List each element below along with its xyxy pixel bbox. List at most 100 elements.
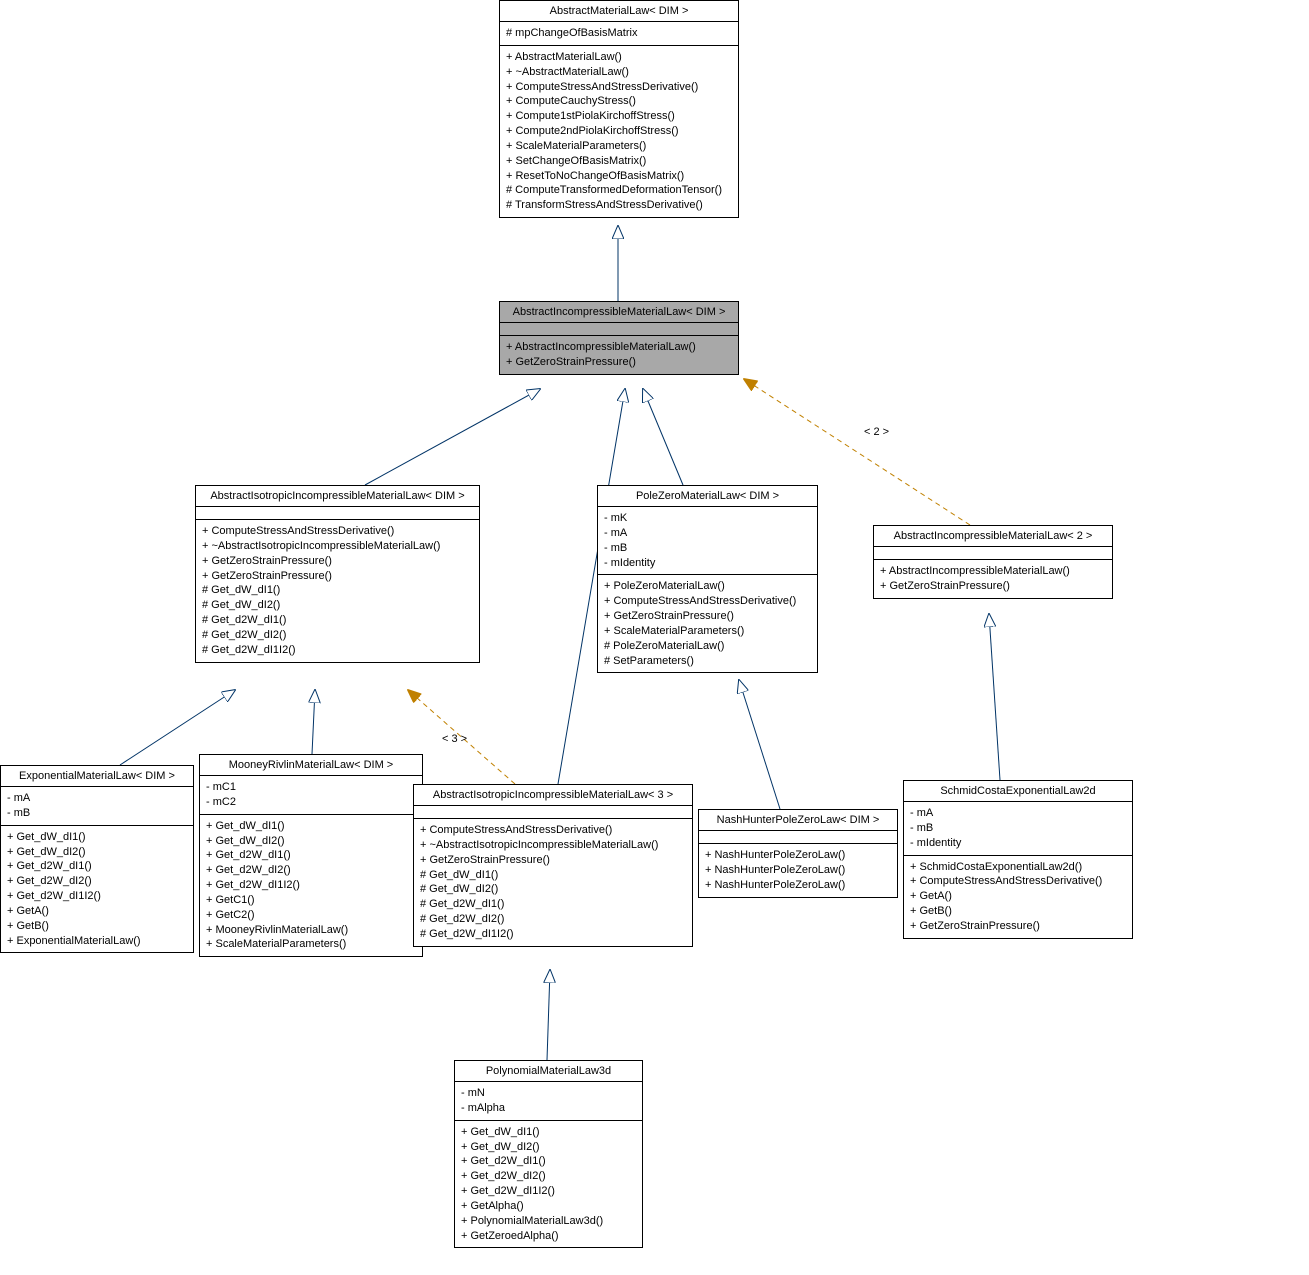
op: + Get_dW_dI1(): [206, 819, 416, 834]
op: + Compute2ndPiolaKirchoffStress(): [506, 124, 732, 139]
op: + GetZeroStrainPressure(): [202, 554, 473, 569]
operations: + Get_dW_dI1()+ Get_dW_dI2()+ Get_d2W_dI…: [455, 1121, 642, 1248]
op: + Get_d2W_dI1(): [206, 848, 416, 863]
edge-schmid-abstract_incompressible_2: [989, 614, 1000, 780]
op: # PoleZeroMaterialLaw(): [604, 639, 811, 654]
class-title: SchmidCostaExponentialLaw2d: [904, 781, 1132, 802]
op: + ~AbstractMaterialLaw(): [506, 65, 732, 80]
op: + ~AbstractIsotropicIncompressibleMateri…: [420, 838, 686, 853]
class-polynomial[interactable]: PolynomialMaterialLaw3d- mN- mAlpha+ Get…: [454, 1060, 643, 1248]
class-title: AbstractIncompressibleMaterialLaw< 2 >: [874, 526, 1112, 547]
op: + ScaleMaterialParameters(): [506, 139, 732, 154]
op: # Get_dW_dI2(): [202, 598, 473, 613]
op: # Get_dW_dI1(): [202, 583, 473, 598]
attr: - mN: [461, 1086, 636, 1101]
op: + ScaleMaterialParameters(): [206, 937, 416, 952]
operations: + AbstractIncompressibleMaterialLaw()+ G…: [500, 336, 738, 374]
attr: # mpChangeOfBasisMatrix: [506, 26, 732, 41]
operations: + AbstractIncompressibleMaterialLaw()+ G…: [874, 560, 1112, 598]
op: + MooneyRivlinMaterialLaw(): [206, 923, 416, 938]
op: + GetAlpha(): [461, 1199, 636, 1214]
op: + GetZeroStrainPressure(): [202, 569, 473, 584]
edge-label: < 3 >: [442, 733, 467, 745]
edge-nashhunter-polezero: [739, 680, 780, 809]
op: + GetC1(): [206, 893, 416, 908]
class-abstract_material_law[interactable]: AbstractMaterialLaw< DIM ># mpChangeOfBa…: [499, 0, 739, 218]
op: + NashHunterPoleZeroLaw(): [705, 863, 891, 878]
op: + GetZeroStrainPressure(): [880, 579, 1106, 594]
class-title: AbstractIsotropicIncompressibleMaterialL…: [196, 486, 479, 507]
class-mooney[interactable]: MooneyRivlinMaterialLaw< DIM >- mC1- mC2…: [199, 754, 423, 957]
op: + ComputeStressAndStressDerivative(): [202, 524, 473, 539]
operations: + NashHunterPoleZeroLaw()+ NashHunterPol…: [699, 844, 897, 897]
operations: + PoleZeroMaterialLaw()+ ComputeStressAn…: [598, 575, 817, 672]
op: + AbstractIncompressibleMaterialLaw(): [880, 564, 1106, 579]
edge-label: < 2 >: [864, 426, 889, 438]
op: + AbstractMaterialLaw(): [506, 50, 732, 65]
op: + ScaleMaterialParameters(): [604, 624, 811, 639]
edge-polezero-abstract_incompressible: [643, 389, 683, 485]
attributes: - mC1- mC2: [200, 776, 422, 815]
op: + ComputeCauchyStress(): [506, 94, 732, 109]
op: + Get_dW_dI2(): [461, 1140, 636, 1155]
op: # Get_d2W_dI1(): [420, 897, 686, 912]
op: + Get_d2W_dI2(): [461, 1169, 636, 1184]
attributes: [500, 323, 738, 336]
attr: - mB: [910, 821, 1126, 836]
class-polezero[interactable]: PoleZeroMaterialLaw< DIM >- mK- mA- mB- …: [597, 485, 818, 673]
attr: - mIdentity: [604, 556, 811, 571]
attr: - mB: [604, 541, 811, 556]
attributes: - mK- mA- mB- mIdentity: [598, 507, 817, 575]
op: + Get_dW_dI1(): [7, 830, 187, 845]
class-abstract_incompressible[interactable]: AbstractIncompressibleMaterialLaw< DIM >…: [499, 301, 739, 375]
class-title: AbstractIsotropicIncompressibleMaterialL…: [414, 785, 692, 806]
class-abstract_isotropic_3[interactable]: AbstractIsotropicIncompressibleMaterialL…: [413, 784, 693, 947]
class-title: PoleZeroMaterialLaw< DIM >: [598, 486, 817, 507]
op: # ComputeTransformedDeformationTensor(): [506, 183, 732, 198]
op: + ResetToNoChangeOfBasisMatrix(): [506, 169, 732, 184]
attr: - mA: [604, 526, 811, 541]
op: + ExponentialMaterialLaw(): [7, 934, 187, 949]
class-abstract_isotropic[interactable]: AbstractIsotropicIncompressibleMaterialL…: [195, 485, 480, 663]
op: + Get_dW_dI2(): [7, 845, 187, 860]
class-nashhunter[interactable]: NashHunterPoleZeroLaw< DIM > + NashHunter…: [698, 809, 898, 898]
class-exponential[interactable]: ExponentialMaterialLaw< DIM >- mA- mB+ G…: [0, 765, 194, 953]
attributes: [699, 831, 897, 844]
op: + Get_dW_dI1(): [461, 1125, 636, 1140]
class-schmid[interactable]: SchmidCostaExponentialLaw2d- mA- mB- mId…: [903, 780, 1133, 939]
attributes: # mpChangeOfBasisMatrix: [500, 22, 738, 46]
attributes: [874, 547, 1112, 560]
op: + GetB(): [7, 919, 187, 934]
attr: - mIdentity: [910, 836, 1126, 851]
attributes: - mA- mB: [1, 787, 193, 826]
op: + PolynomialMaterialLaw3d(): [461, 1214, 636, 1229]
attributes: [414, 806, 692, 819]
class-title: NashHunterPoleZeroLaw< DIM >: [699, 810, 897, 831]
operations: + Get_dW_dI1()+ Get_dW_dI2()+ Get_d2W_dI…: [200, 815, 422, 957]
op: # Get_dW_dI1(): [420, 868, 686, 883]
op: + Get_d2W_dI1(): [7, 859, 187, 874]
op: + GetZeroStrainPressure(): [506, 355, 732, 370]
attr: - mC1: [206, 780, 416, 795]
op: # Get_d2W_dI2(): [202, 628, 473, 643]
operations: + ComputeStressAndStressDerivative()+ ~A…: [196, 520, 479, 662]
op: + Compute1stPiolaKirchoffStress(): [506, 109, 732, 124]
op: + ComputeStressAndStressDerivative(): [604, 594, 811, 609]
operations: + SchmidCostaExponentialLaw2d()+ Compute…: [904, 856, 1132, 938]
attributes: - mN- mAlpha: [455, 1082, 642, 1121]
op: # SetParameters(): [604, 654, 811, 669]
op: + GetC2(): [206, 908, 416, 923]
op: + Get_dW_dI2(): [206, 834, 416, 849]
op: + Get_d2W_dI2(): [206, 863, 416, 878]
op: + ComputeStressAndStressDerivative(): [506, 80, 732, 95]
op: + NashHunterPoleZeroLaw(): [705, 848, 891, 863]
op: + GetZeroStrainPressure(): [910, 919, 1126, 934]
op: + GetZeroedAlpha(): [461, 1229, 636, 1244]
op: + SetChangeOfBasisMatrix(): [506, 154, 732, 169]
op: + Get_d2W_dI1(): [461, 1154, 636, 1169]
attr: - mA: [7, 791, 187, 806]
attr: - mK: [604, 511, 811, 526]
op: + ComputeStressAndStressDerivative(): [910, 874, 1126, 889]
operations: + AbstractMaterialLaw()+ ~AbstractMateri…: [500, 46, 738, 217]
class-abstract_incompressible_2[interactable]: AbstractIncompressibleMaterialLaw< 2 > + …: [873, 525, 1113, 599]
